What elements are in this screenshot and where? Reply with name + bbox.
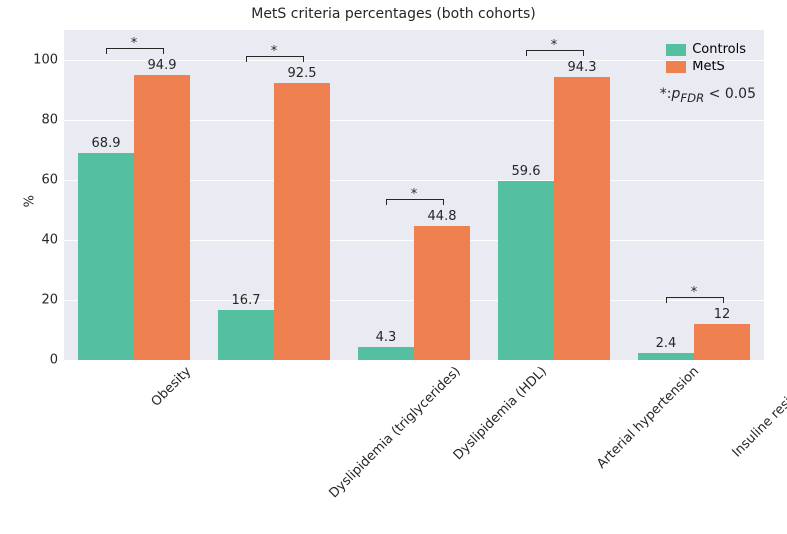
x-tick-label: Obesity (149, 364, 195, 410)
bar (218, 310, 274, 360)
bar (134, 75, 190, 360)
bar (638, 353, 694, 360)
x-tick-label: Arterial hypertension (594, 364, 702, 472)
bar-value-label: 4.3 (376, 330, 397, 345)
significance-star: * (411, 187, 418, 202)
bar-value-label: 2.4 (656, 336, 677, 351)
bar-value-label: 44.8 (428, 209, 457, 224)
significance-annotation: *:pFDR < 0.05 (660, 86, 756, 105)
y-tick-label: 20 (41, 293, 58, 308)
x-tick-label: Dyslipidemia (HDL) (451, 364, 550, 463)
legend-swatch (666, 61, 686, 73)
bar-value-label: 59.6 (512, 164, 541, 179)
significance-star: * (131, 36, 138, 51)
significance-star: * (691, 285, 698, 300)
y-axis-label: % (23, 195, 38, 207)
y-tick-label: 60 (41, 173, 58, 188)
bar (498, 181, 554, 360)
x-tick-label: Insuline resistance (730, 364, 787, 460)
legend: ControlsMetS (658, 36, 756, 82)
legend-swatch (666, 44, 686, 56)
bar-value-label: 92.5 (288, 66, 317, 81)
bar (358, 347, 414, 360)
bar-value-label: 68.9 (92, 136, 121, 151)
plot-area: ControlsMetS *:pFDR < 0.05 020406080100O… (64, 30, 764, 360)
y-tick-label: 40 (41, 233, 58, 248)
bar (274, 83, 330, 361)
bar-value-label: 94.9 (148, 58, 177, 73)
bar (414, 226, 470, 360)
significance-star: * (271, 44, 278, 59)
bar (78, 153, 134, 360)
legend-item: Controls (666, 42, 746, 59)
grid-line (64, 360, 764, 361)
bar-value-label: 16.7 (232, 293, 261, 308)
y-tick-label: 100 (33, 53, 58, 68)
chart-title: MetS criteria percentages (both cohorts) (0, 6, 787, 22)
bar-value-label: 12 (714, 307, 731, 322)
bar (694, 324, 750, 360)
bar-value-label: 94.3 (568, 60, 597, 75)
legend-label: MetS (692, 59, 725, 76)
y-tick-label: 0 (50, 353, 58, 368)
legend-item: MetS (666, 59, 746, 76)
y-tick-label: 80 (41, 113, 58, 128)
bar (554, 77, 610, 360)
x-tick-label: Dyslipidemia (triglycerides) (326, 364, 463, 501)
legend-label: Controls (692, 42, 746, 59)
significance-star: * (551, 38, 558, 53)
